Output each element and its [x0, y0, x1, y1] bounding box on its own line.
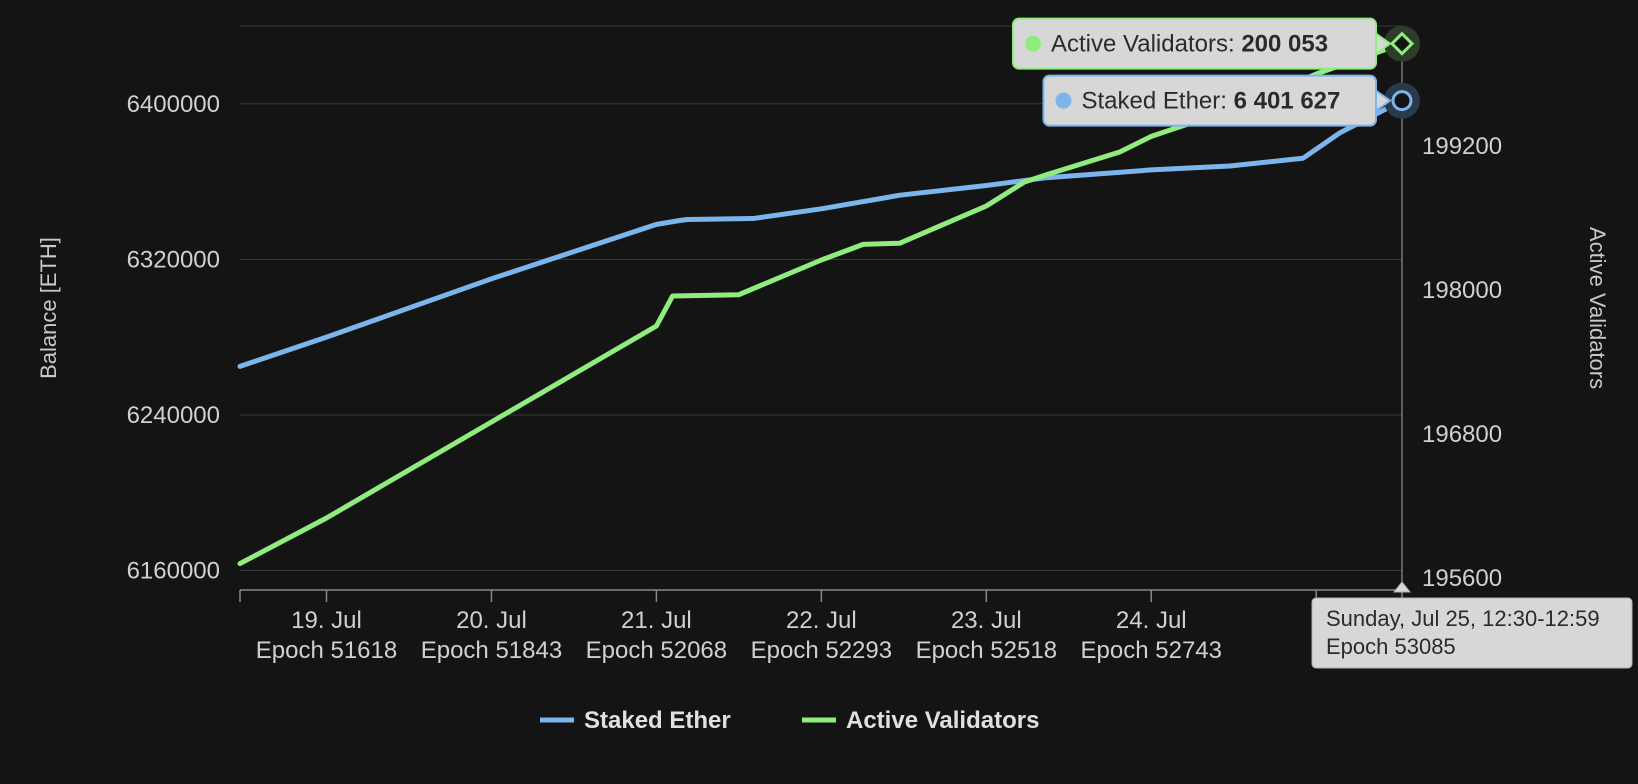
svg-text:Epoch 53085: Epoch 53085 — [1326, 634, 1456, 659]
svg-text:Epoch 52293: Epoch 52293 — [751, 637, 892, 664]
svg-text:6400000: 6400000 — [127, 91, 220, 118]
svg-text:195600: 195600 — [1422, 565, 1502, 592]
svg-text:21. Jul: 21. Jul — [621, 607, 692, 634]
series-staked-ether[interactable] — [240, 101, 1402, 367]
svg-text:6160000: 6160000 — [127, 558, 220, 585]
svg-text:Epoch 52743: Epoch 52743 — [1081, 637, 1222, 664]
svg-text:22. Jul: 22. Jul — [786, 607, 857, 634]
svg-text:Sunday, Jul 25, 12:30-12:59: Sunday, Jul 25, 12:30-12:59 — [1326, 606, 1600, 631]
callout-active-validators: Active Validators: 200 053 — [1013, 19, 1390, 69]
legend-item[interactable]: Staked Ether — [584, 707, 731, 734]
svg-text:6320000: 6320000 — [127, 246, 220, 273]
legend-item[interactable]: Active Validators — [846, 707, 1039, 734]
chart-legend: Staked Ether Active Validators — [540, 707, 1039, 734]
svg-text:24. Jul: 24. Jul — [1116, 607, 1187, 634]
y-left-axis-label: Balance [ETH] — [36, 237, 61, 379]
eth-staking-chart: 6160000 6240000 6320000 6400000 Balance [ETH… — [0, 0, 1638, 784]
svg-text:199200: 199200 — [1422, 133, 1502, 160]
svg-text:Active Validators: 200 053: Active Validators: 200 053 — [1051, 31, 1328, 58]
svg-text:6240000: 6240000 — [127, 402, 220, 429]
time-tooltip: Sunday, Jul 25, 12:30-12:59 Epoch 53085 — [1312, 598, 1632, 668]
y-right-axis-label: Active Validators — [1585, 227, 1610, 389]
svg-text:20. Jul: 20. Jul — [456, 607, 527, 634]
svg-text:Epoch 51843: Epoch 51843 — [421, 637, 562, 664]
svg-text:198000: 198000 — [1422, 277, 1502, 304]
svg-text:Epoch 52518: Epoch 52518 — [916, 637, 1057, 664]
svg-text:Epoch 51618: Epoch 51618 — [256, 637, 397, 664]
chart-svg[interactable]: 6160000 6240000 6320000 6400000 Balance [ETH… — [0, 0, 1638, 784]
svg-text:Staked Ether: 6 401 627: Staked Ether: 6 401 627 — [1082, 88, 1341, 115]
svg-text:196800: 196800 — [1422, 421, 1502, 448]
callout-staked-ether: Staked Ether: 6 401 627 — [1044, 76, 1391, 126]
svg-text:Epoch 52068: Epoch 52068 — [586, 637, 727, 664]
svg-text:23. Jul: 23. Jul — [951, 607, 1022, 634]
svg-text:19. Jul: 19. Jul — [291, 607, 362, 634]
